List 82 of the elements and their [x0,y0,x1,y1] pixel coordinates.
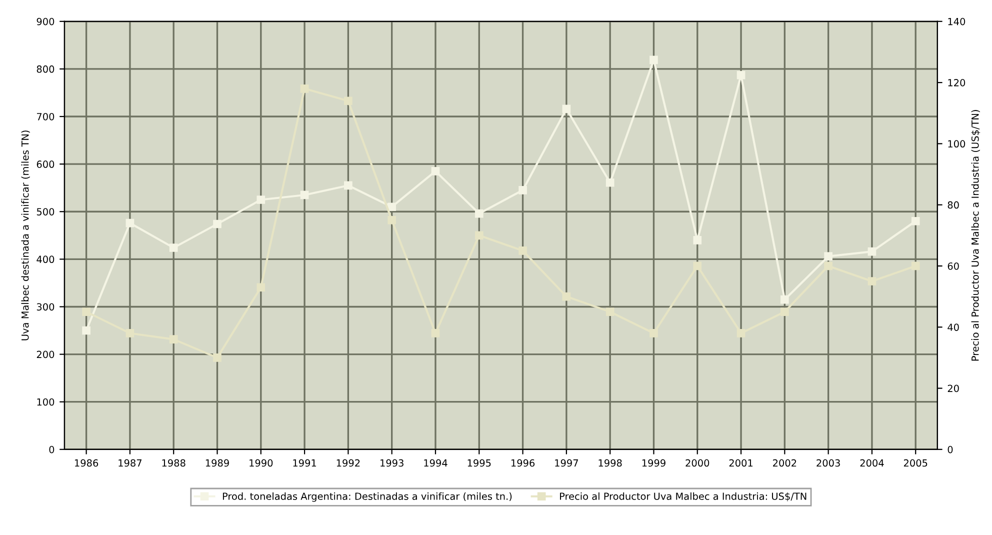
y2-tick-label: 60 [948,262,959,270]
point [650,56,658,64]
x-tick-label: 2005 [904,459,928,467]
point [344,181,352,190]
x-tick-label: 2004 [860,459,884,467]
point [213,354,222,362]
y-axis-title: Uva Malbec destinada a vinificar (miles TN) [21,130,30,340]
x-tick-label: 1997 [555,459,578,467]
point [562,104,571,114]
point [868,277,876,286]
y2-tick-label: 100 [948,140,966,148]
x-tick-label: 1988 [162,459,186,467]
x-tick-label: 2002 [773,459,796,467]
y2-tick-label: 80 [948,201,959,209]
point [388,202,396,212]
point [868,247,876,256]
x-tick-label: 2000 [686,459,710,467]
y2-axis-title: Precio al Productor Uva Malbec a Industria (US$/TN) [971,110,980,361]
y2-tick-label: 20 [948,384,959,392]
point [431,329,440,338]
y-tick-label: 600 [36,160,54,168]
x-tick-label: 1991 [293,459,316,467]
point [518,246,527,255]
y-tick-label: 200 [36,350,54,358]
y2-tick-label: 0 [948,446,953,454]
y-tick-label: 900 [36,18,54,26]
x-tick-label: 1998 [598,459,622,467]
x-tick-label: 1990 [250,459,273,467]
x-tick-label: 1987 [118,459,142,467]
x-tick-label: 2003 [816,459,840,467]
point [256,283,266,292]
point [256,196,266,204]
y-tick-label: 100 [37,398,54,406]
point [736,70,746,80]
y-tick-label: 400 [36,256,54,264]
point [474,231,484,240]
y-tick-label: 500 [36,208,54,216]
point [693,236,702,244]
x-tick-label: 1999 [642,459,666,467]
point [911,262,920,270]
x-tick-label: 1992 [336,459,360,467]
legend-label: Precio al Productor Uva Malbec a Industria: US$/TN [560,492,806,502]
point [169,244,178,252]
x-tick-label: 2001 [729,459,752,467]
y-tick-label: 300 [36,303,54,311]
point [693,262,702,270]
point [300,190,309,200]
point [780,295,789,304]
point [911,216,920,226]
point [82,308,90,316]
y2-tick-label: 120 [948,79,966,86]
point [300,84,309,93]
y-tick-label: 0 [49,446,54,454]
y2-tick-label: 140 [948,18,966,26]
point [606,308,614,316]
point [126,329,134,338]
point [126,218,134,228]
x-tick-label: 1986 [75,459,98,467]
point [82,326,90,335]
point [650,329,658,338]
point [824,252,832,260]
point [562,292,571,301]
point [213,220,222,228]
legend-label: Prod. toneladas Argentina: Destinadas a vinificar (miles tn.) [222,492,512,502]
point [344,96,352,106]
point [780,308,789,316]
y2-tick-label: 40 [948,324,959,331]
point [169,335,178,344]
y-tick-label: 700 [37,112,54,120]
point [824,262,832,270]
point [518,186,527,194]
y-tick-label: 800 [36,65,54,73]
point [431,167,440,176]
x-tick-label: 1989 [206,459,229,467]
x-tick-label: 1996 [511,459,535,467]
x-tick-label: 1994 [424,459,448,467]
x-tick-label: 1993 [380,459,404,467]
point [388,216,396,224]
point [606,178,614,187]
point [736,329,746,338]
x-tick-label: 1995 [468,459,491,467]
point [474,209,484,218]
